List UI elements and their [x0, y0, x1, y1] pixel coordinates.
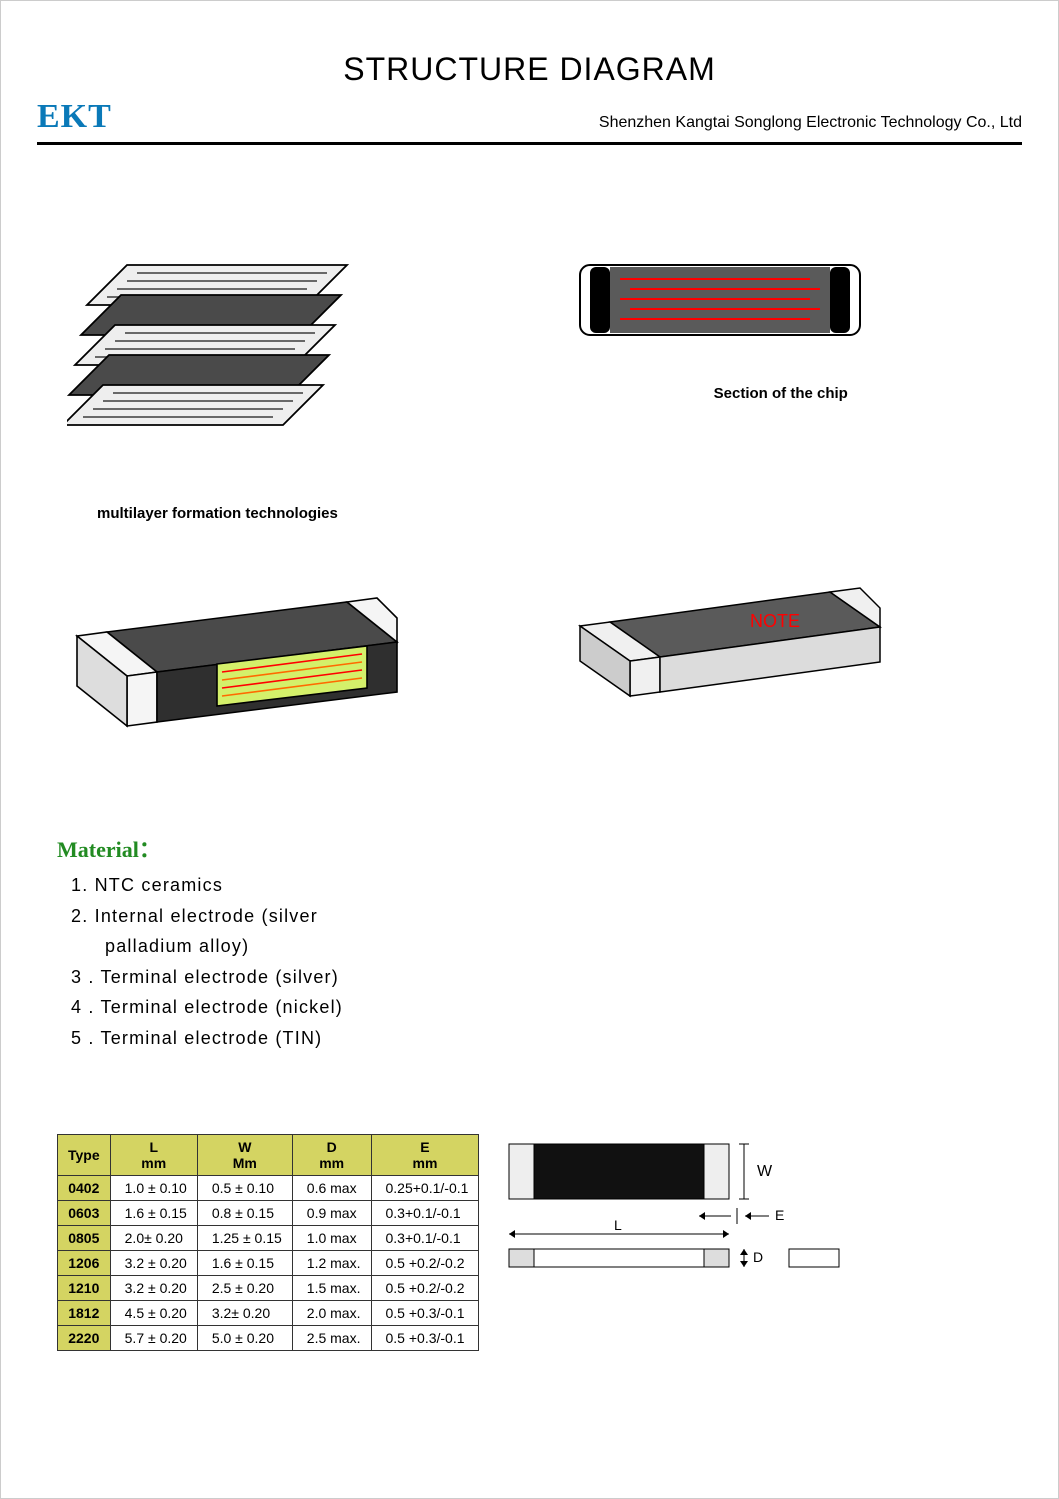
table-row: 18124.5 ± 0.203.2± 0.202.0 max.0.5 +0.3/…	[58, 1300, 479, 1325]
table-cell: 0.6 max	[292, 1175, 371, 1200]
table-cell: 2.0 max.	[292, 1300, 371, 1325]
table-cell: 0.5 ± 0.10	[197, 1175, 292, 1200]
table-row: 12103.2 ± 0.202.5 ± 0.201.5 max.0.5 +0.2…	[58, 1275, 479, 1300]
table-cell: 1.6 ± 0.15	[197, 1250, 292, 1275]
multilayer-caption: multilayer formation technologies	[97, 505, 992, 522]
page-title: STRUCTURE DIAGRAM	[37, 51, 1022, 88]
material-section: Material： 1. NTC ceramics 2. Internal el…	[37, 832, 1022, 1054]
chip-3d-diagram: NOTE	[570, 572, 993, 732]
table-cell: 0603	[58, 1200, 111, 1225]
dimensions-row: Type L mm W Mm D mm E	[37, 1134, 1022, 1351]
table-cell: 1.5 max.	[292, 1275, 371, 1300]
table-cell: 1.2 max.	[292, 1250, 371, 1275]
col-E: E mm	[371, 1134, 479, 1175]
table-cell: 0.3+0.1/-0.1	[371, 1225, 479, 1250]
cutaway-diagram	[67, 572, 490, 752]
table-row: 12063.2 ± 0.201.6 ± 0.151.2 max.0.5 +0.2…	[58, 1250, 479, 1275]
table-row: 06031.6 ± 0.150.8 ± 0.150.9 max0.3+0.1/-…	[58, 1200, 479, 1225]
table-cell: 2.5 ± 0.20	[197, 1275, 292, 1300]
svg-text:L: L	[614, 1217, 622, 1233]
table-cell: 5.7 ± 0.20	[110, 1325, 197, 1350]
table-cell: 3.2± 0.20	[197, 1300, 292, 1325]
table-cell: 3.2 ± 0.20	[110, 1275, 197, 1300]
material-heading: Material：	[57, 832, 1002, 864]
table-cell: 1206	[58, 1250, 111, 1275]
svg-text:W: W	[757, 1163, 773, 1180]
datasheet-page: STRUCTURE DIAGRAM EKT Shenzhen Kangtai S…	[0, 0, 1059, 1499]
table-cell: 0.3+0.1/-0.1	[371, 1200, 479, 1225]
svg-text:E: E	[775, 1207, 784, 1223]
cutaway-svg	[67, 572, 407, 752]
chip-section-svg	[570, 245, 870, 365]
table-cell: 0.8 ± 0.15	[197, 1200, 292, 1225]
header-rule	[37, 142, 1022, 145]
table-cell: 2.5 max.	[292, 1325, 371, 1350]
dimension-table: Type L mm W Mm D mm E	[57, 1134, 479, 1351]
col-D: D mm	[292, 1134, 371, 1175]
table-cell: 0805	[58, 1225, 111, 1250]
table-cell: 1812	[58, 1300, 111, 1325]
section-caption: Section of the chip	[570, 385, 993, 402]
table-cell: 1.0 ± 0.10	[110, 1175, 197, 1200]
table-cell: 0.9 max	[292, 1200, 371, 1225]
table-cell: 1.25 ± 0.15	[197, 1225, 292, 1250]
table-row: 04021.0 ± 0.100.5 ± 0.100.6 max0.25+0.1/…	[58, 1175, 479, 1200]
dim-svg: W E L D	[499, 1134, 859, 1304]
brand-logo: EKT	[37, 98, 112, 136]
multilayer-svg	[67, 245, 387, 445]
col-type: Type	[58, 1134, 111, 1175]
table-row: 22205.7 ± 0.205.0 ± 0.202.5 max.0.5 +0.3…	[58, 1325, 479, 1350]
table-header-row: Type L mm W Mm D mm E	[58, 1134, 479, 1175]
table-row: 08052.0± 0.201.25 ± 0.151.0 max0.3+0.1/-…	[58, 1225, 479, 1250]
table-cell: 1210	[58, 1275, 111, 1300]
material-item: 2. Internal electrode (silver	[71, 901, 1002, 932]
col-W: W Mm	[197, 1134, 292, 1175]
diagram-area: Section of the chip multilayer formation…	[37, 245, 1022, 752]
table-cell: 0.5 +0.3/-0.1	[371, 1300, 479, 1325]
table-cell: 4.5 ± 0.20	[110, 1300, 197, 1325]
header-row: EKT Shenzhen Kangtai Songlong Electronic…	[37, 98, 1022, 136]
table-cell: 2.0± 0.20	[110, 1225, 197, 1250]
table-cell: 1.6 ± 0.15	[110, 1200, 197, 1225]
material-item: palladium alloy)	[71, 931, 1002, 962]
material-item: 1. NTC ceramics	[71, 870, 1002, 901]
table-cell: 5.0 ± 0.20	[197, 1325, 292, 1350]
material-item: 4 . Terminal electrode (nickel)	[71, 992, 1002, 1023]
table-cell: 0.5 +0.2/-0.2	[371, 1275, 479, 1300]
table-cell: 0.5 +0.2/-0.2	[371, 1250, 479, 1275]
material-item: 3 . Terminal electrode (silver)	[71, 962, 1002, 993]
company-name: Shenzhen Kangtai Songlong Electronic Tec…	[599, 114, 1022, 132]
dimension-diagram: W E L D	[499, 1134, 1002, 1304]
table-cell: 0402	[58, 1175, 111, 1200]
material-item: 5 . Terminal electrode (TIN)	[71, 1023, 1002, 1054]
svg-text:D: D	[753, 1249, 763, 1265]
chip-section-diagram: Section of the chip	[570, 245, 993, 402]
table-cell: 0.25+0.1/-0.1	[371, 1175, 479, 1200]
material-list: 1. NTC ceramics 2. Internal electrode (s…	[57, 870, 1002, 1054]
table-cell: 2220	[58, 1325, 111, 1350]
col-L: L mm	[110, 1134, 197, 1175]
table-cell: 3.2 ± 0.20	[110, 1250, 197, 1275]
table-cell: 0.5 +0.3/-0.1	[371, 1325, 479, 1350]
table-cell: 1.0 max	[292, 1225, 371, 1250]
multilayer-diagram	[67, 245, 490, 445]
note-label: NOTE	[750, 611, 800, 631]
chip-3d-svg: NOTE	[570, 572, 890, 732]
